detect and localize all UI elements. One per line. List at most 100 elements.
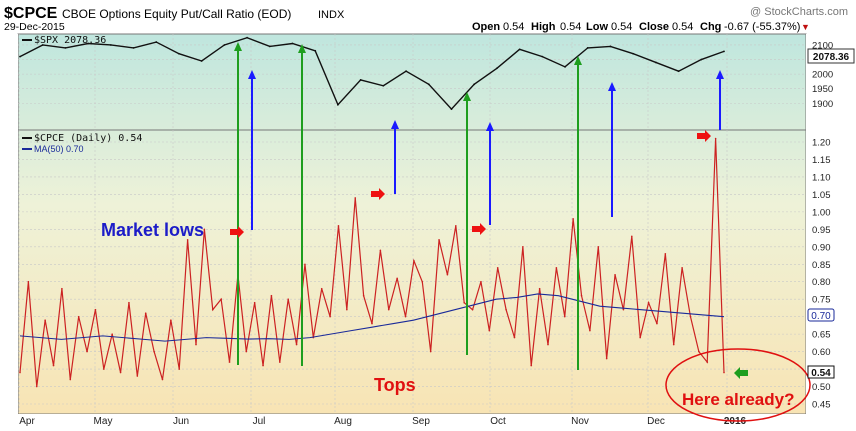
ma50-series-line xyxy=(19,293,725,342)
chg-label: Chg xyxy=(700,21,721,33)
cpce-point xyxy=(455,225,457,227)
cpce-point xyxy=(287,298,289,301)
cpce-tick-label: 1.00 xyxy=(812,207,831,218)
spx-point xyxy=(109,44,112,46)
spx-tick-label: 2100 xyxy=(812,40,833,51)
spx-point xyxy=(41,44,44,46)
spx-point xyxy=(359,79,362,81)
x-tick-label: May xyxy=(94,416,113,426)
spx-point xyxy=(291,42,294,45)
spx-point xyxy=(382,84,385,87)
tops-annotation: Tops xyxy=(374,375,416,395)
cpce-point xyxy=(547,343,549,346)
cpce-tick-label: 1.10 xyxy=(812,172,831,183)
top-marker-arrow-head xyxy=(463,92,471,101)
spx-point xyxy=(632,52,635,55)
cpce-point xyxy=(471,308,474,311)
cpce-point xyxy=(304,263,306,266)
cpce-tick-label: 0.95 xyxy=(812,225,831,236)
spx-point xyxy=(223,44,226,46)
cpce-point xyxy=(522,246,524,248)
cpce-point xyxy=(723,371,725,374)
cpce-point xyxy=(170,319,172,321)
cpce-point xyxy=(421,280,424,283)
spx-point xyxy=(586,46,589,49)
spx-last-badge-text: 2078.36 xyxy=(813,52,850,63)
symbol-label: $CPCE xyxy=(4,5,58,22)
cpce-point xyxy=(136,375,139,377)
red-pointer-arrow xyxy=(472,223,486,235)
watermark: @ StockCharts.com xyxy=(750,6,848,18)
spx-point xyxy=(268,45,271,48)
x-tick-label: Apr xyxy=(19,416,35,426)
cpce-point xyxy=(446,273,449,276)
spx-series-line xyxy=(19,36,725,111)
series-lines xyxy=(19,36,725,388)
cpce-point xyxy=(69,378,72,381)
spx-legend: $SPX 2078.36 xyxy=(34,35,106,46)
cpce-point xyxy=(329,315,331,318)
cpce-point xyxy=(572,218,574,220)
cpce-tick-label: 1.15 xyxy=(812,155,831,166)
x-tick-label: Nov xyxy=(571,416,589,426)
plot-area xyxy=(17,33,807,415)
cpce-point xyxy=(119,371,122,374)
cpce-tick-label: 0.85 xyxy=(812,260,831,271)
cpce-point xyxy=(555,266,558,269)
cpce-point xyxy=(86,350,88,353)
spx-point xyxy=(314,49,317,52)
open-value: 0.54 xyxy=(503,21,524,33)
cpce-point xyxy=(647,301,650,304)
cpce-point xyxy=(639,336,641,339)
spx-tick-label: 1900 xyxy=(812,99,833,110)
cpce-point xyxy=(178,368,181,370)
close-value: 0.54 xyxy=(672,21,693,33)
cpce-point xyxy=(396,277,398,280)
cpce-point xyxy=(672,343,675,346)
cpce-point xyxy=(605,357,608,360)
ohlc-readout: Open 0.54 High 0.54 Low 0.54 Close 0.54 … xyxy=(472,21,810,33)
cpce-point xyxy=(35,385,38,388)
x-tick-label: Jun xyxy=(173,416,189,426)
cpce-point xyxy=(19,371,21,374)
ma-legend: MA(50) 0.70 xyxy=(34,144,84,154)
cpce-point xyxy=(429,350,432,353)
cpce-point xyxy=(488,329,491,332)
cpce-point xyxy=(144,312,147,314)
cpce-point xyxy=(228,361,231,363)
left-margin xyxy=(0,34,18,414)
x-tick-label: Dec xyxy=(647,416,665,426)
spx-point xyxy=(450,108,453,110)
x-tick-label: Oct xyxy=(490,416,506,426)
x-tick-label: Jul xyxy=(253,416,266,426)
low-marker-arrow-head xyxy=(608,82,616,91)
bottom-axis-area xyxy=(0,414,806,426)
spx-point xyxy=(178,52,180,55)
spx-last-badge xyxy=(807,48,855,64)
spx-point xyxy=(405,70,407,73)
spx-tick-label: 2000 xyxy=(812,70,833,81)
cpce-point xyxy=(379,249,382,252)
cpce-point xyxy=(656,322,658,325)
cpce-point xyxy=(563,315,566,318)
cpce-point xyxy=(295,343,298,346)
red-pointer-arrow xyxy=(371,188,385,200)
cpce-point xyxy=(52,364,55,367)
cpce-point xyxy=(337,225,340,227)
green-pointer-arrow xyxy=(734,367,748,379)
high-value: 0.54 xyxy=(560,21,581,33)
market-lows-annotation: Market lows xyxy=(101,220,204,240)
cpce-point xyxy=(371,322,373,325)
callout-ellipse xyxy=(665,348,811,422)
spx-point xyxy=(473,83,476,86)
cpce-tick-label: 1.20 xyxy=(812,138,831,149)
chg-down-icon: ▼ xyxy=(801,22,810,32)
ma-badge xyxy=(807,308,835,322)
cpce-point xyxy=(664,252,667,255)
cpce-point xyxy=(698,350,700,353)
cpce-point xyxy=(203,228,206,231)
cpce-point xyxy=(262,364,264,367)
gridlines xyxy=(18,34,806,414)
cpce-point xyxy=(413,259,415,262)
